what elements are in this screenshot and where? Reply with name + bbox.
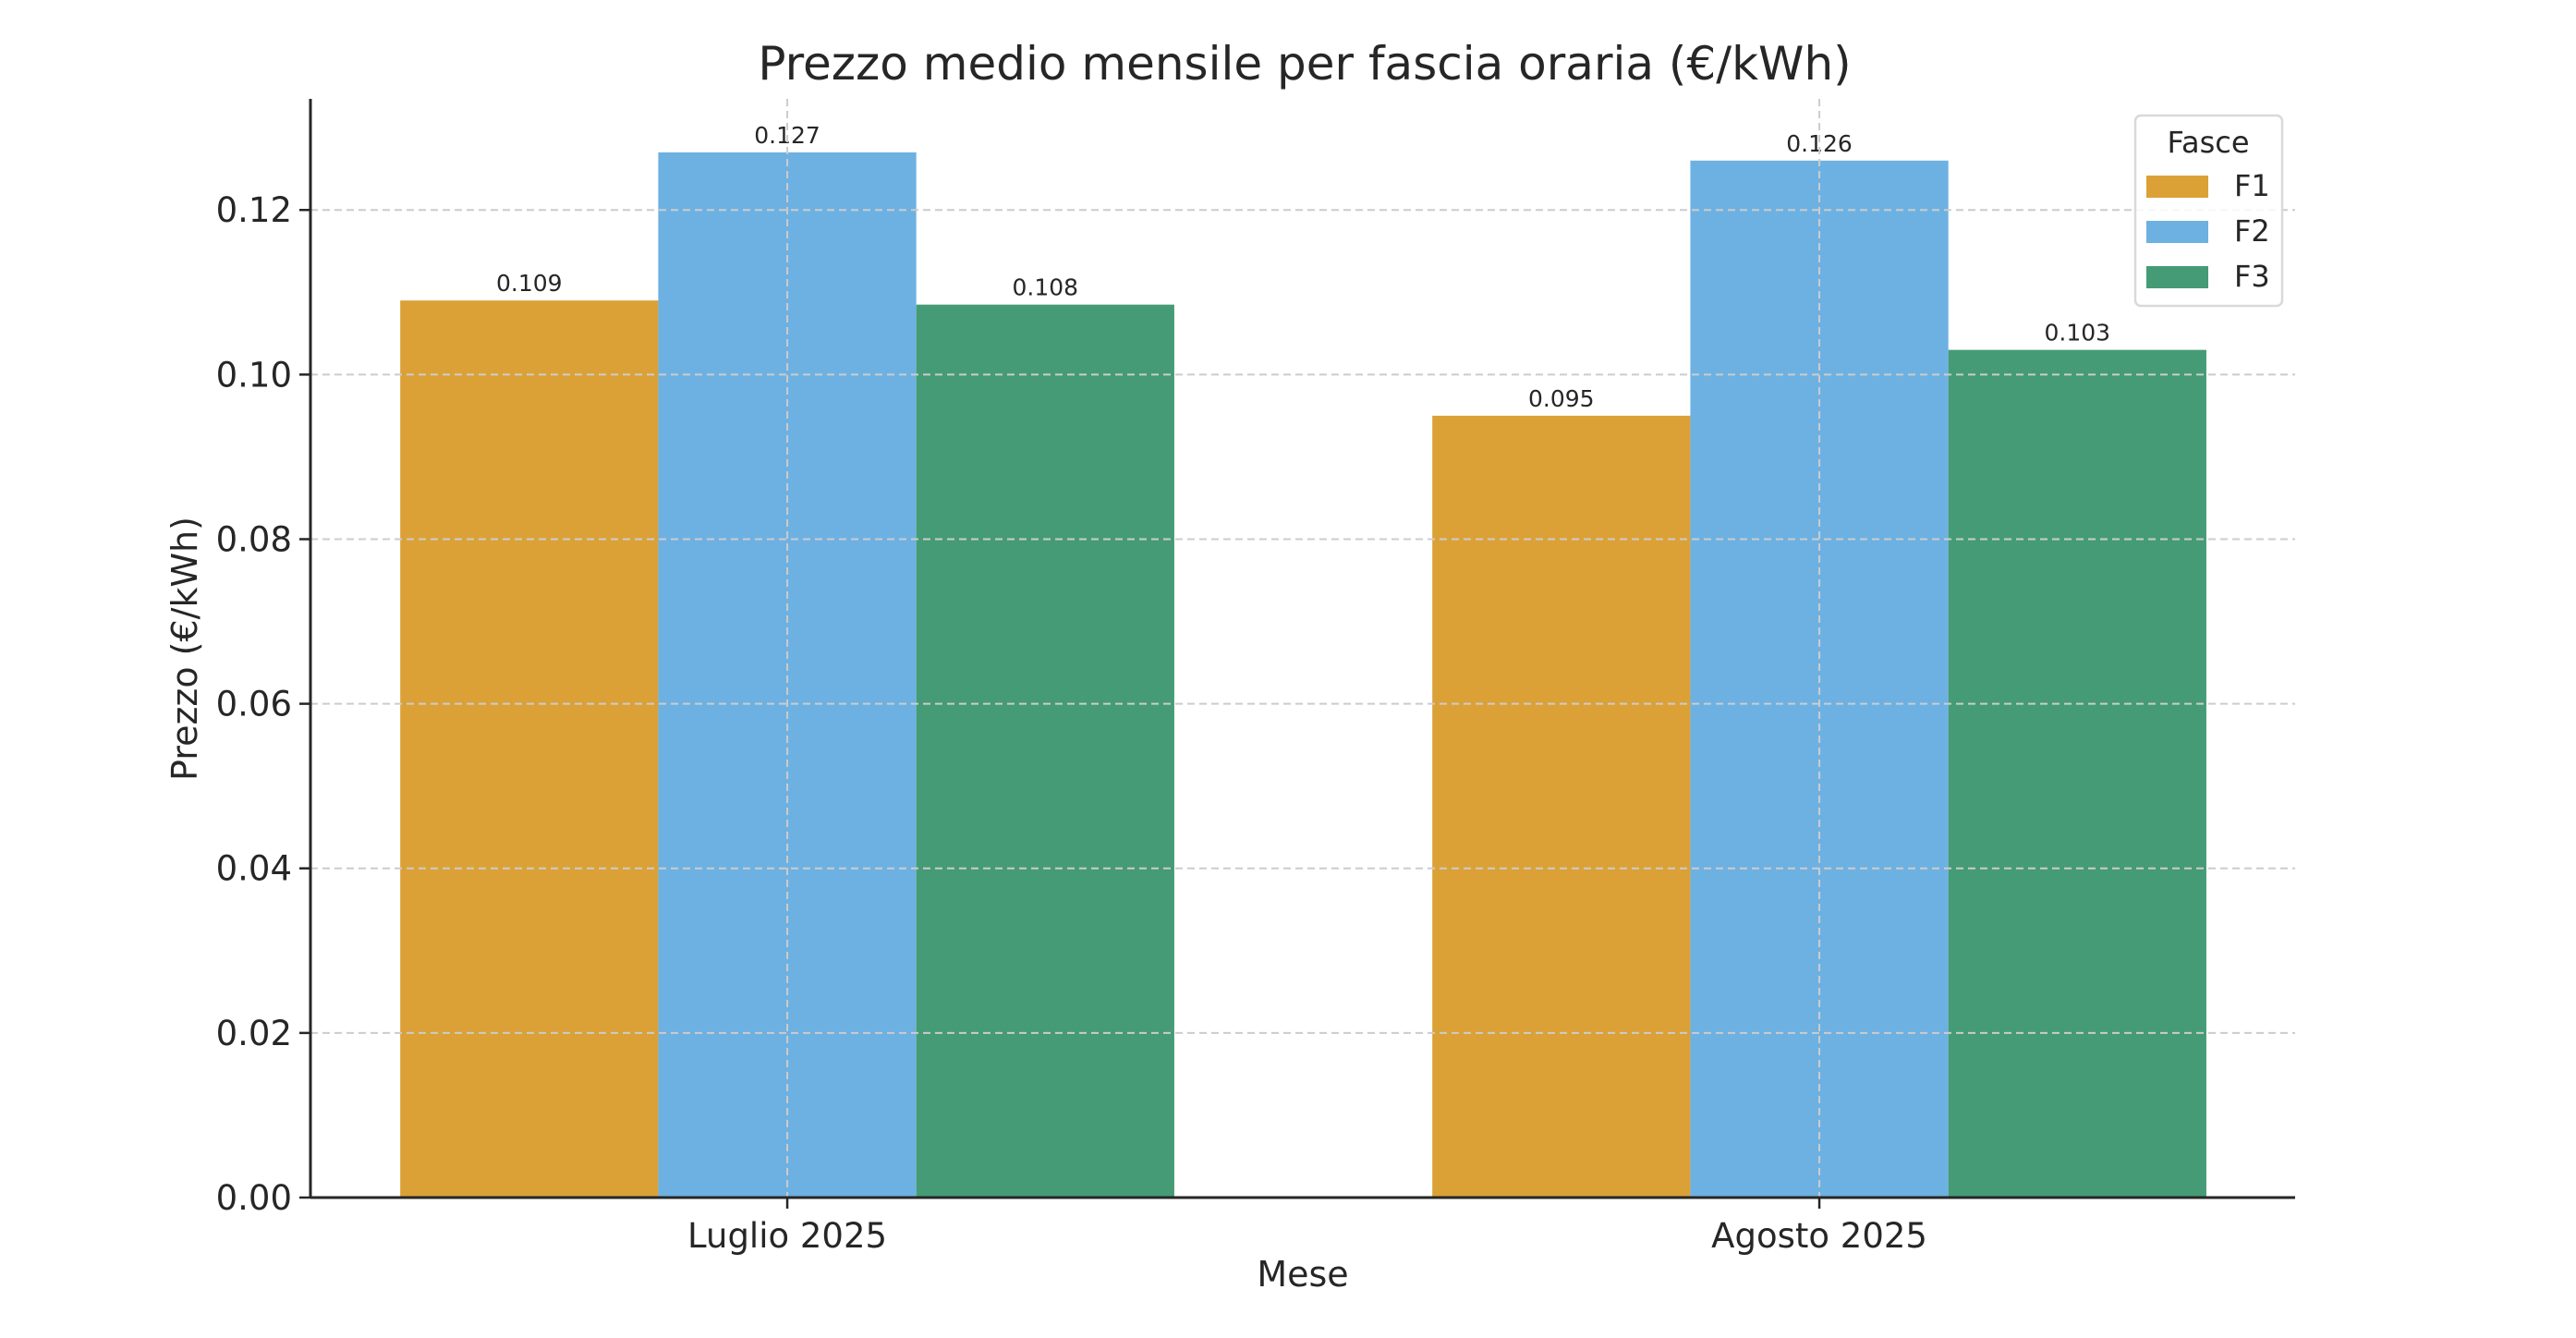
y-tick-label: 0.08 <box>216 519 292 559</box>
bar-value-label: 0.109 <box>496 270 563 297</box>
legend-label: F1 <box>2234 168 2270 203</box>
chart-title: Prezzo medio mensile per fascia oraria (… <box>758 37 1851 91</box>
y-tick-label: 0.00 <box>216 1178 292 1218</box>
bar-f2 <box>658 152 917 1198</box>
bar-f3 <box>916 304 1174 1198</box>
x-tick-label: Luglio 2025 <box>687 1216 887 1256</box>
legend-title: Fasce <box>2167 125 2249 160</box>
bar-value-label: 0.095 <box>1528 385 1595 412</box>
bar-f1 <box>1432 415 1691 1198</box>
y-tick-label: 0.10 <box>216 355 292 395</box>
y-tick-label: 0.04 <box>216 849 292 889</box>
y-tick-label: 0.12 <box>216 190 292 230</box>
bar-f1 <box>400 300 659 1198</box>
bar-value-label: 0.108 <box>1013 274 1079 301</box>
legend-swatch-f2 <box>2146 221 2208 243</box>
y-tick-label: 0.02 <box>216 1014 292 1053</box>
y-axis-label: Prezzo (€/kWh) <box>164 517 205 781</box>
legend-box <box>2133 114 2284 308</box>
legend-label: F3 <box>2234 259 2270 294</box>
x-axis-label: Mese <box>1257 1254 1348 1295</box>
y-tick-label: 0.06 <box>216 685 292 724</box>
legend-label: F2 <box>2234 213 2270 249</box>
bar-value-label: 0.103 <box>2045 320 2111 347</box>
bar-f3 <box>1948 349 2206 1198</box>
axes: 0.00 0.02 0.04 0.06 0.08 0.10 0.12 Luglio 2025 A… <box>216 99 2295 1256</box>
x-tick-label: Agosto 2025 <box>1711 1216 1927 1256</box>
legend-swatch-f1 <box>2146 176 2208 198</box>
legend: Fasce F1 F2 F3 <box>2133 114 2284 308</box>
legend-swatch-f3 <box>2146 266 2208 288</box>
